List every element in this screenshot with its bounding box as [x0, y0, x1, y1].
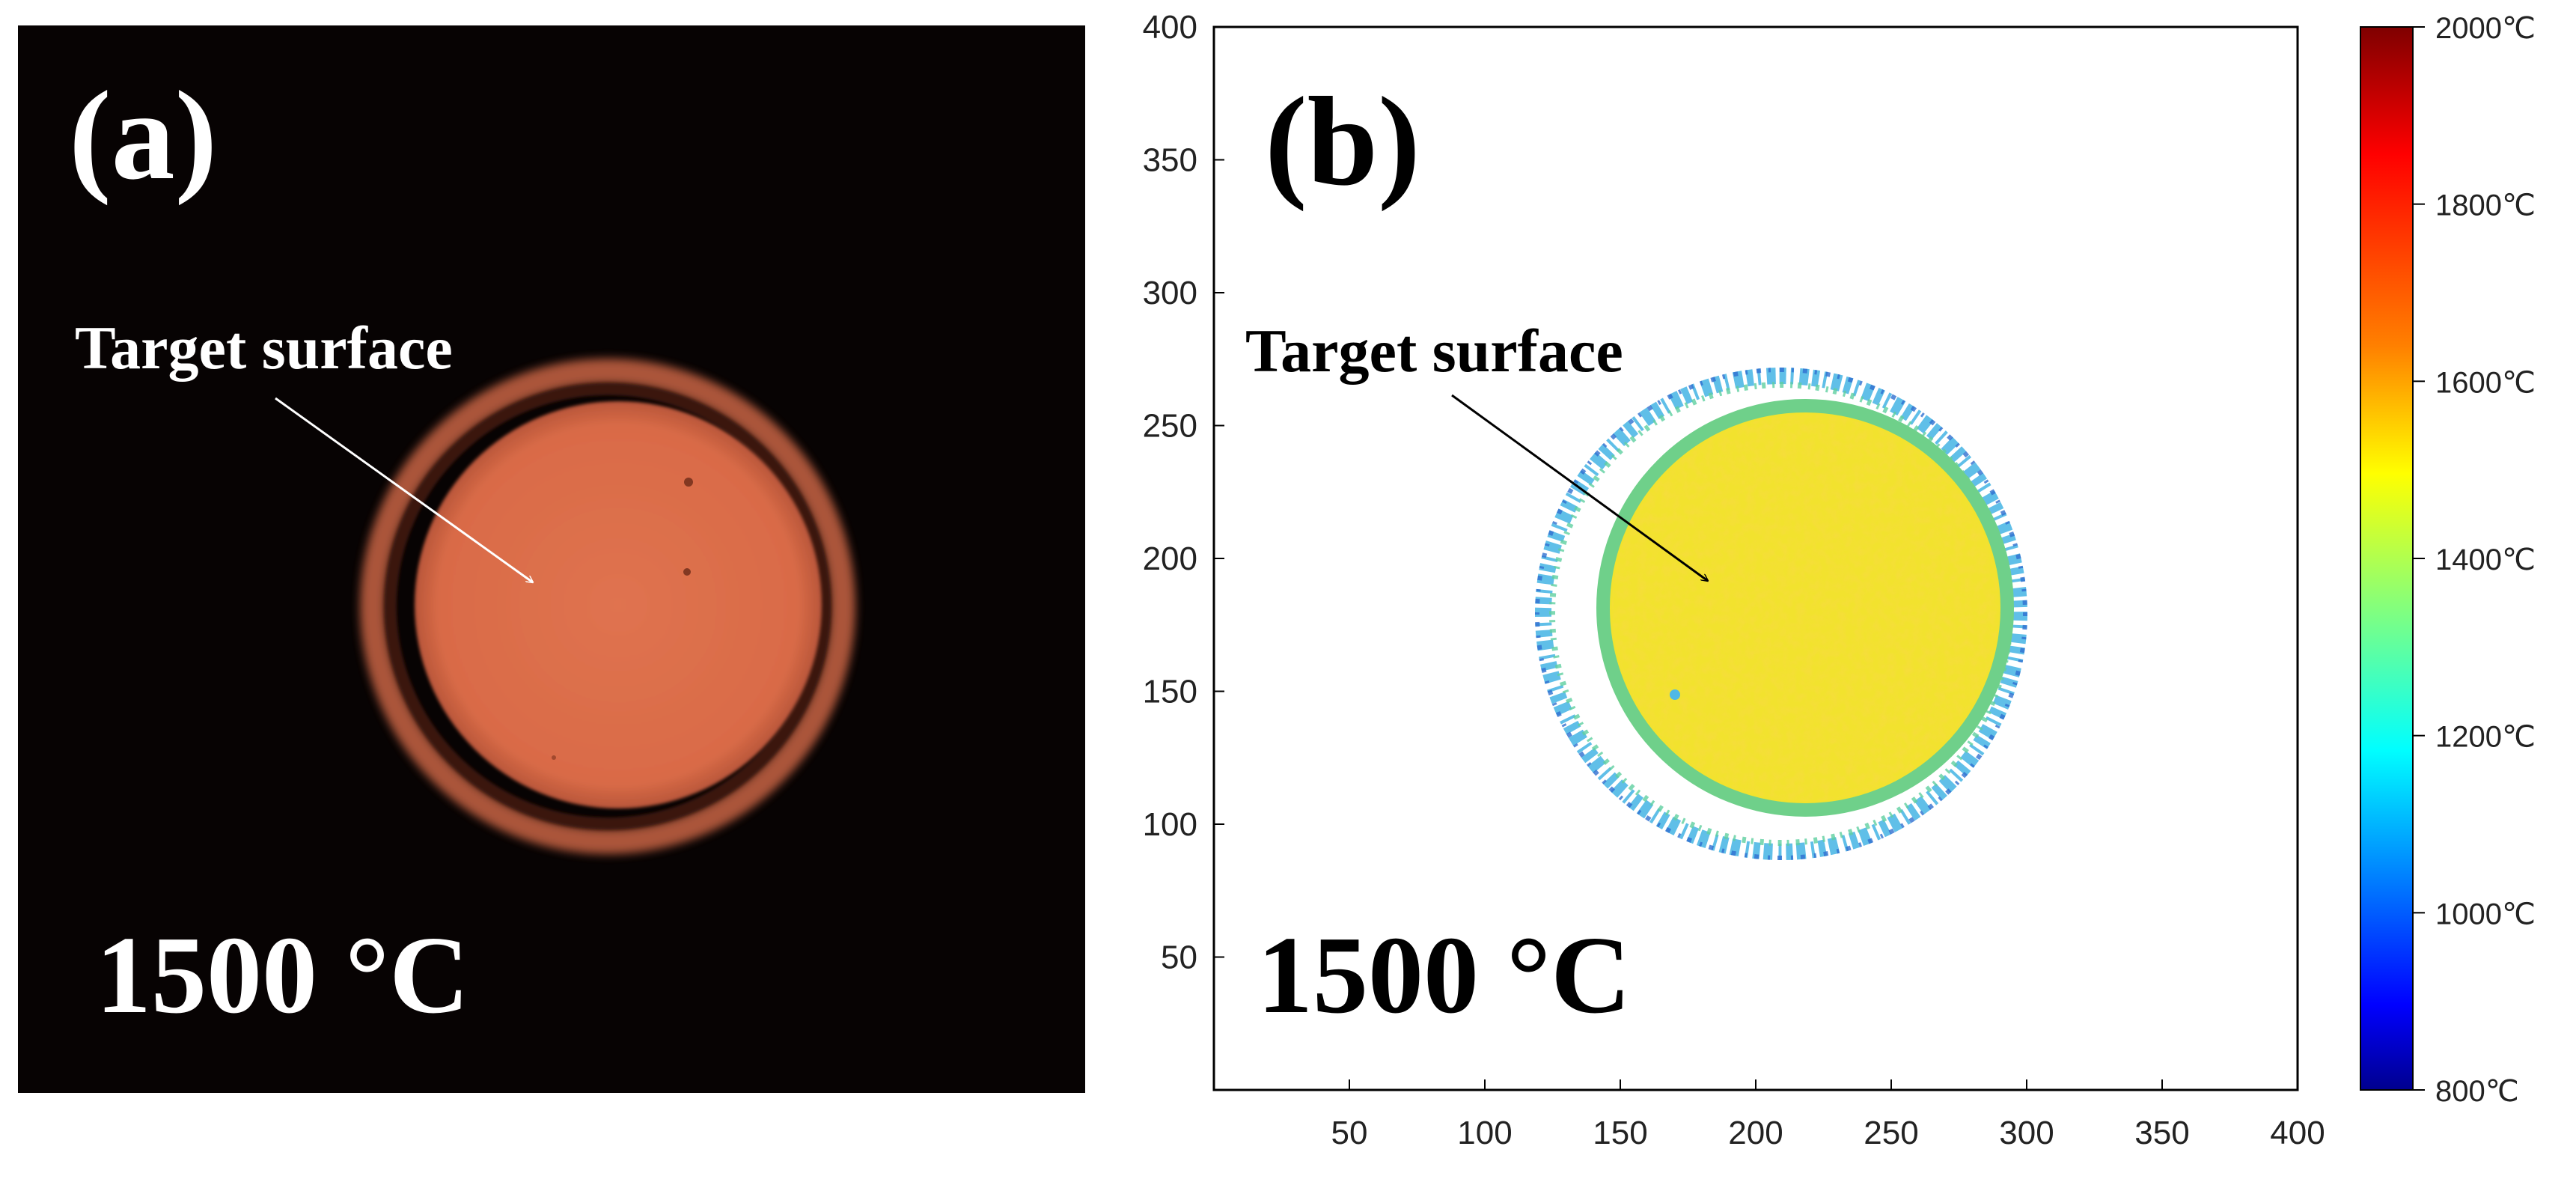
panel-b-annotation: Target surface [1245, 317, 1623, 385]
y-tick-label: 350 [1143, 142, 1197, 179]
panel-a-label: (a) [69, 65, 217, 206]
x-tick-label: 250 [1864, 1115, 1918, 1151]
colorbar-tick-label: 800℃ [2435, 1075, 2519, 1108]
panel-a-arrow [275, 397, 533, 582]
colorbar-gradient [2360, 26, 2414, 1091]
y-tick-label: 250 [1143, 408, 1197, 445]
panel-b-x-axis: 50 100 150 200 250 300 350 400 [1331, 1079, 2325, 1151]
colorbar-tick-label: 1400℃ [2435, 543, 2536, 576]
panel-b-arrow [1451, 394, 1708, 581]
panel-a-target-disk-icon [415, 401, 822, 808]
x-tick-label: 400 [2270, 1115, 2325, 1151]
panel-b-label: (b) [1265, 71, 1420, 212]
x-tick-label: 50 [1331, 1115, 1368, 1151]
panel-a: (a) Target surface 1500 °C [18, 25, 1085, 1093]
x-tick-label: 150 [1593, 1115, 1647, 1151]
colorbar-tick-label: 1000℃ [2435, 898, 2536, 930]
x-tick-label: 100 [1457, 1115, 1512, 1151]
panel-b: (b) Target surface 1500 °C 50 100 150 200 25… [1143, 9, 2325, 1151]
panel-a-outer-ring-icon [360, 359, 855, 854]
y-tick-label: 100 [1143, 806, 1197, 843]
colorbar-tick-label: 1800℃ [2435, 189, 2536, 222]
colorbar: 2000℃ 1800℃ 1600℃ 1400℃ 1200℃ 1000℃ 800℃ [2360, 12, 2536, 1108]
panel-b-heatmap [1535, 368, 2027, 860]
y-tick-label: 200 [1143, 540, 1197, 577]
y-tick-label: 50 [1161, 939, 1197, 976]
panel-b-outer-ring-icon [1535, 368, 2027, 860]
colorbar-ticks: 2000℃ 1800℃ 1600℃ 1400℃ 1200℃ 1000℃ 800℃ [2413, 12, 2536, 1108]
panel-a-annotation: Target surface [75, 314, 453, 382]
panel-a-temperature: 1500 °C [96, 914, 469, 1037]
y-tick-label: 300 [1143, 275, 1197, 311]
x-tick-label: 300 [1999, 1115, 2054, 1151]
colorbar-tick-label: 1600℃ [2435, 366, 2536, 399]
x-tick-label: 350 [2134, 1115, 2189, 1151]
colorbar-tick-label: 1200℃ [2435, 721, 2536, 754]
panel-b-temperature: 1500 °C [1257, 914, 1631, 1037]
y-tick-label: 400 [1143, 9, 1197, 46]
y-tick-label: 150 [1143, 674, 1197, 710]
panel-b-y-axis: 50 100 150 200 250 300 350 400 [1143, 9, 1224, 976]
x-tick-label: 200 [1728, 1115, 1783, 1151]
colorbar-tick-label: 2000℃ [2435, 12, 2536, 45]
